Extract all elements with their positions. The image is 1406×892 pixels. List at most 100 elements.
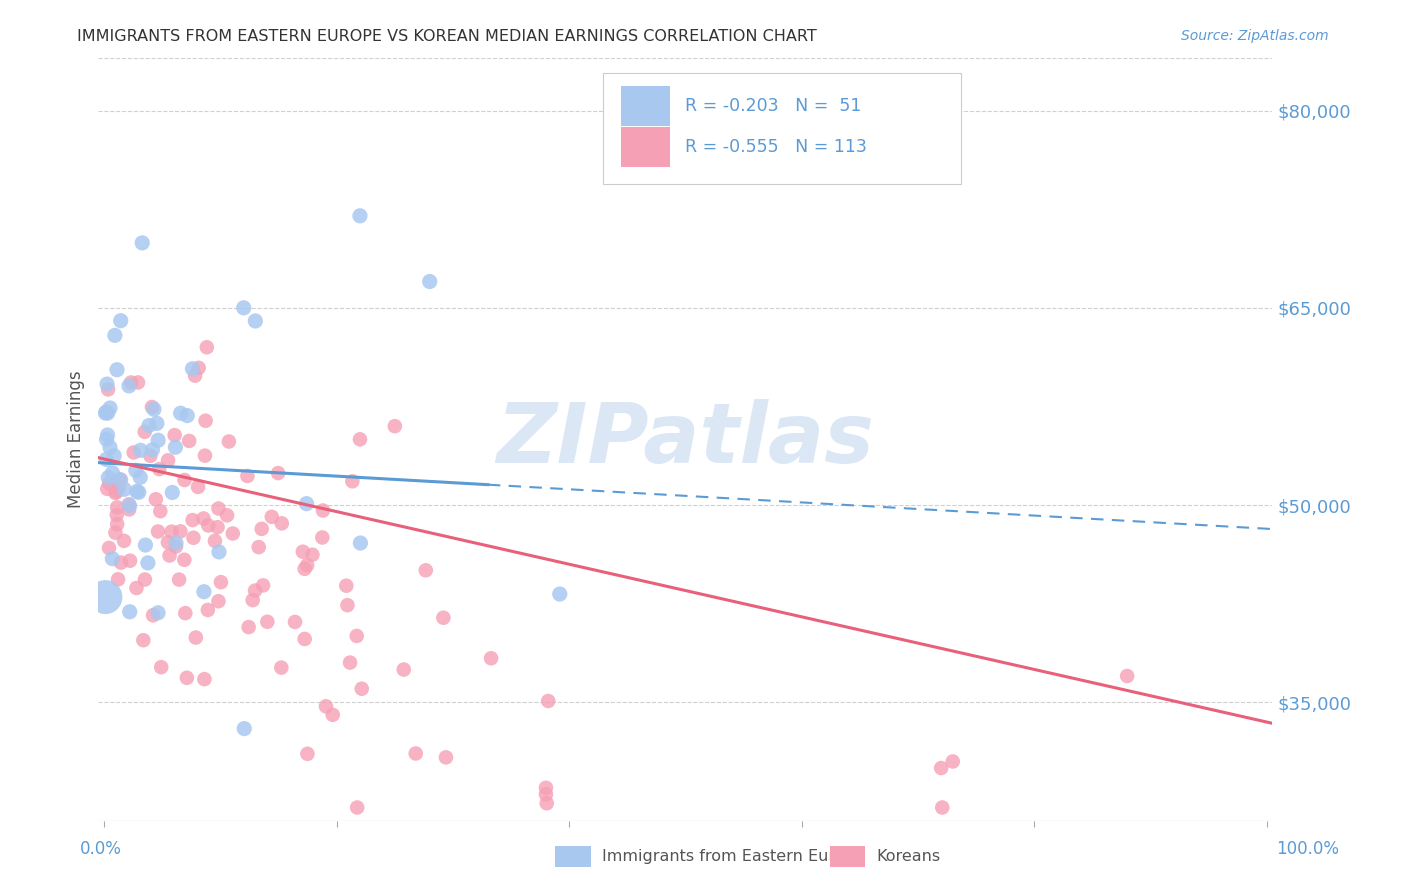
Point [160,524,183,539]
Point [148,462,170,476]
Point [534,780,557,795]
Point [339,656,361,670]
Point [110,314,132,328]
Point [537,694,560,708]
Point [134,538,156,552]
Point [96,433,118,447]
Point [145,492,167,507]
Point [247,540,270,554]
Point [118,499,141,513]
Point [176,671,198,685]
Point [104,486,127,500]
Point [110,473,132,487]
Point [98,476,121,491]
Point [150,660,173,674]
Point [94,406,117,420]
Point [194,414,217,428]
Point [432,611,454,625]
Point [197,518,219,533]
Point [112,483,135,497]
Point [207,520,229,534]
Point [96,377,118,392]
Point [129,443,152,458]
Point [128,485,150,500]
Point [350,681,373,696]
Point [291,545,314,559]
Point [349,536,371,550]
Point [146,434,169,448]
Point [104,525,127,540]
Point [297,747,319,761]
Point [208,545,231,559]
Point [548,587,571,601]
Y-axis label: Median Earnings: Median Earnings [67,370,86,508]
Point [136,556,159,570]
Point [97,470,120,484]
Point [346,800,368,814]
Point [245,314,267,328]
Point [187,480,209,494]
Point [105,362,128,376]
Point [242,593,264,607]
Point [122,445,145,459]
Point [187,360,209,375]
Point [346,629,368,643]
Point [295,558,318,573]
Point [536,797,558,811]
Text: Source: ZipAtlas.com: Source: ZipAtlas.com [1181,29,1329,43]
Point [335,579,357,593]
Point [207,501,229,516]
Point [415,563,437,577]
Point [194,449,217,463]
Point [929,761,952,775]
Point [142,608,165,623]
Point [250,522,273,536]
Text: Immigrants from Eastern Europe: Immigrants from Eastern Europe [602,849,865,863]
Point [209,575,232,590]
Point [349,209,371,223]
Point [118,497,141,511]
Point [129,470,152,484]
Text: R = -0.555   N = 113: R = -0.555 N = 113 [686,138,868,156]
Text: Koreans: Koreans [876,849,941,863]
Point [107,481,129,495]
Point [141,442,163,457]
Point [260,509,283,524]
Text: 100.0%: 100.0% [1277,840,1339,858]
Text: R = -0.203   N =  51: R = -0.203 N = 51 [686,97,862,115]
Point [195,340,218,354]
Point [349,433,371,447]
Point [238,620,260,634]
Point [101,551,124,566]
Point [243,583,266,598]
Point [270,516,292,531]
Point [101,466,124,480]
Point [384,419,406,434]
Point [1116,669,1139,683]
Point [146,524,169,539]
Point [479,651,502,665]
Point [105,484,128,499]
Point [252,578,274,592]
Point [179,434,201,448]
Point [108,473,131,487]
Point [301,548,323,562]
Point [193,511,215,525]
Point [112,533,135,548]
Point [434,750,457,764]
Point [96,452,118,467]
Point [125,484,148,499]
Text: IMMIGRANTS FROM EASTERN EUROPE VS KOREAN MEDIAN EARNINGS CORRELATION CHART: IMMIGRANTS FROM EASTERN EUROPE VS KOREAN… [77,29,817,44]
Point [165,540,187,554]
Point [110,556,132,570]
Point [419,275,441,289]
Text: 0.0%: 0.0% [80,840,122,858]
Point [159,549,181,563]
Point [169,406,191,420]
Point [120,554,142,568]
Point [97,406,120,420]
Point [233,722,256,736]
Bar [621,87,671,126]
Bar [621,128,671,167]
Point [118,379,141,393]
